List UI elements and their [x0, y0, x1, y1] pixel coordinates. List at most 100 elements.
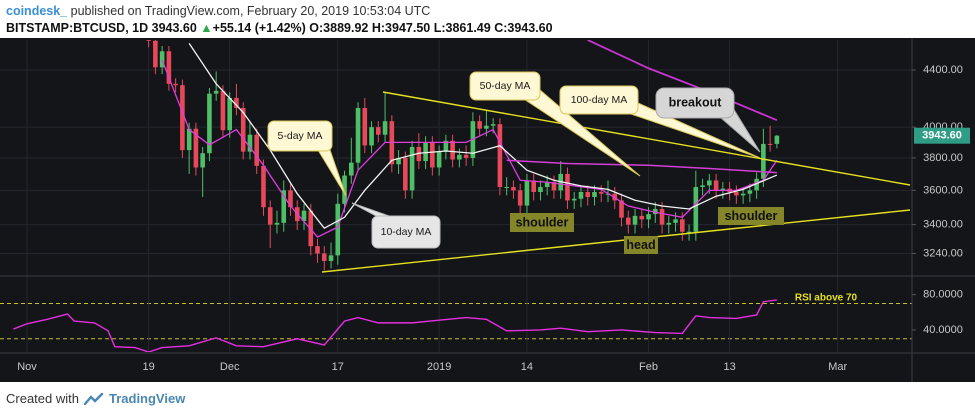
candle-body — [281, 190, 287, 223]
candle-body — [598, 192, 604, 194]
callout-text: 50-day MA — [480, 80, 531, 92]
candle-body — [680, 219, 685, 232]
candle-body — [632, 215, 638, 225]
brand-logo — [83, 392, 104, 405]
footer-text: Created with — [6, 391, 79, 406]
callout-box — [559, 85, 639, 115]
symbol: BITSTAMP:BTCUSD, 1D — [6, 21, 149, 35]
last-price: 3943.60 — [151, 21, 197, 35]
ohlc-value: 3943.60 — [507, 21, 553, 35]
header: coindesk_ published on TradingView.com, … — [6, 3, 553, 37]
x-tick-label: 2019 — [427, 361, 451, 373]
candle-body — [463, 154, 469, 158]
moving-average — [161, 59, 778, 238]
candle-body — [207, 93, 212, 154]
candle-body — [193, 128, 199, 168]
candle-body — [234, 97, 239, 109]
candle-body — [686, 231, 692, 233]
change: +55.14 (+1.42%) — [212, 21, 306, 35]
candle-body — [707, 180, 712, 186]
candle-body — [254, 134, 260, 166]
candle-body — [517, 190, 523, 206]
candle-body — [267, 207, 273, 225]
change-arrow: ▲ — [200, 21, 213, 35]
candle-body — [396, 157, 401, 165]
candle-body — [490, 124, 496, 126]
callout-box — [267, 120, 333, 152]
x-tick-label: Dec — [220, 361, 240, 373]
candle-body — [754, 178, 759, 191]
moving-average — [506, 159, 777, 174]
trendline-lower — [321, 209, 911, 273]
candle-body — [693, 187, 699, 232]
candle-body — [450, 140, 455, 160]
candle-body — [247, 134, 253, 152]
candle-body — [382, 121, 388, 135]
callout-box — [371, 215, 441, 249]
candle-body — [173, 83, 178, 86]
callout-box — [469, 71, 541, 101]
candle-body — [443, 140, 449, 152]
price-plot — [146, 40, 780, 271]
y-tick-label: 4400.00 — [923, 64, 963, 76]
candle-body — [146, 40, 151, 41]
candle-body — [639, 215, 645, 220]
y-tick-label: 3600.00 — [923, 184, 963, 196]
x-tick-label: Nov — [17, 361, 37, 373]
candle-body — [186, 128, 192, 151]
callout-text: 100-day MA — [571, 94, 628, 106]
callout: 5-day MA — [267, 120, 347, 197]
candle-body — [213, 90, 219, 94]
trendline-upper — [382, 91, 911, 186]
candle-body — [774, 135, 780, 144]
rsi-plot — [13, 299, 777, 352]
candle-body — [430, 142, 435, 168]
callout-text: 5-day MA — [278, 130, 323, 142]
candle-body — [159, 51, 165, 68]
ohlc-label: O: — [309, 21, 324, 35]
candle-body — [700, 185, 705, 188]
x-tick-label: 17 — [332, 361, 344, 373]
moving-average — [188, 43, 778, 229]
candle-body — [619, 200, 624, 218]
callout-text: 10-day MA — [381, 226, 432, 238]
callout: 50-day MA — [469, 71, 641, 177]
last-price-box — [914, 127, 970, 144]
y-tick-label: 80.0000 — [923, 289, 963, 301]
x-tick-label: Mar — [828, 361, 847, 373]
candle-body — [666, 222, 672, 225]
candle-body — [578, 192, 584, 199]
candle-body — [720, 188, 726, 191]
ohlc-value: 3889.92 — [323, 21, 369, 35]
moving-average — [587, 40, 778, 122]
candle-body — [652, 208, 658, 215]
candle-body — [227, 97, 232, 131]
candle-body — [369, 127, 374, 146]
ohlc-value: 3947.50 — [385, 21, 431, 35]
candle-body — [342, 175, 347, 204]
candle-body — [457, 154, 462, 160]
y-tick-label: 3800.00 — [923, 152, 963, 164]
label-box — [718, 207, 784, 225]
candle-body — [301, 210, 307, 222]
candle-body — [524, 180, 530, 206]
candle-body — [180, 85, 185, 151]
label-box — [624, 236, 658, 254]
ohlc-value: 3861.49 — [445, 21, 491, 35]
candle-body — [625, 217, 631, 225]
pattern-label: head — [626, 238, 655, 252]
candle-body — [551, 182, 557, 191]
pattern-label: shoulder — [516, 215, 569, 229]
x-tick-label: 14 — [521, 361, 533, 373]
candle-body — [767, 143, 773, 145]
candle-body — [436, 151, 442, 168]
callout-box — [655, 87, 735, 119]
candle-body — [484, 125, 489, 129]
candle-body — [734, 192, 739, 196]
candle-body — [423, 142, 428, 162]
footer: Created with TradingView — [6, 391, 185, 406]
candle-body — [409, 146, 415, 191]
rsi-annotation: RSI above 70 — [795, 293, 858, 304]
brand-name[interactable]: TradingView — [108, 391, 186, 406]
